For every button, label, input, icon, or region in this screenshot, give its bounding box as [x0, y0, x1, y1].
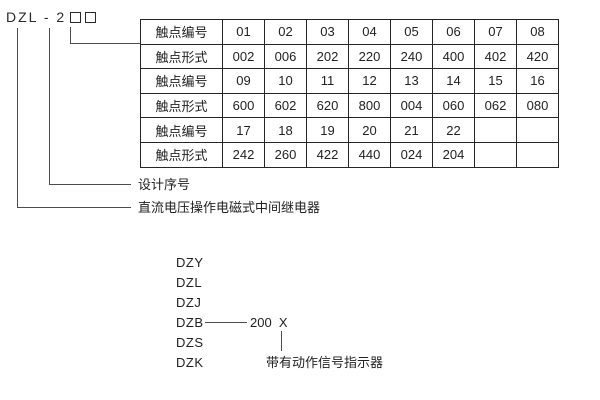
indicator-note-label: 带有动作信号指示器 — [266, 355, 384, 370]
series-code-dzs: DZS — [176, 335, 204, 350]
table-cell: 422 — [306, 141, 349, 168]
series-code-dzk: DZK — [176, 355, 204, 370]
table-cell: 202 — [306, 43, 349, 70]
row-header: 触点形式 — [140, 141, 223, 168]
model-digit-box-1 — [70, 11, 82, 23]
table-cell — [516, 117, 559, 143]
table-cell: 01 — [222, 19, 265, 45]
table-cell: 800 — [348, 92, 391, 119]
connector-line-serial-horizontal — [49, 184, 131, 185]
table-cell: 06 — [432, 19, 475, 45]
table-cell: 07 — [474, 19, 517, 45]
table-cell: 21 — [390, 117, 433, 143]
table-cell: 402 — [474, 43, 517, 70]
model-code-text: DZL - 2 — [6, 9, 67, 25]
table-cell: 440 — [348, 141, 391, 168]
table-cell: 11 — [306, 68, 349, 94]
table-cell: 060 — [432, 92, 475, 119]
table-cell: 02 — [264, 19, 307, 45]
table-cell: 19 — [306, 117, 349, 143]
series-code-dzy: DZY — [176, 255, 204, 270]
indicator-connector-line — [281, 331, 282, 351]
table-cell — [516, 141, 559, 168]
connector-line-relay-horizontal — [17, 207, 131, 208]
table-row: 触点形式 002 006 202 220 240 400 402 420 — [140, 43, 559, 70]
series-code-list: DZY DZL DZJ DZB DZS DZK — [176, 253, 204, 373]
table-cell: 09 — [222, 68, 265, 94]
relay-description-label: 直流电压操作电磁式中间继电器 — [138, 200, 321, 215]
dzb-suffix-line — [205, 322, 247, 323]
table-cell: 12 — [348, 68, 391, 94]
table-cell: 08 — [516, 19, 559, 45]
table-cell — [474, 117, 517, 143]
table-row: 触点编号 17 18 19 20 21 22 — [140, 117, 559, 143]
table-cell: 004 — [390, 92, 433, 119]
table-cell: 03 — [306, 19, 349, 45]
table-row: 触点形式 242 260 422 440 024 204 — [140, 141, 559, 168]
series-code-dzb: DZB — [176, 315, 204, 330]
table-cell — [474, 141, 517, 168]
row-header: 触点编号 — [140, 117, 223, 143]
connector-line-table-vertical — [70, 27, 71, 44]
table-cell: 17 — [222, 117, 265, 143]
table-cell: 14 — [432, 68, 475, 94]
table-cell: 400 — [432, 43, 475, 70]
table-cell: 16 — [516, 68, 559, 94]
model-code: DZL - 2 — [6, 9, 97, 25]
table-cell: 080 — [516, 92, 559, 119]
table-cell: 002 — [222, 43, 265, 70]
table-cell: 620 — [306, 92, 349, 119]
table-cell: 15 — [474, 68, 517, 94]
table-cell: 024 — [390, 141, 433, 168]
table-cell: 22 — [432, 117, 475, 143]
table-cell: 204 — [432, 141, 475, 168]
table-cell: 062 — [474, 92, 517, 119]
table-cell: 20 — [348, 117, 391, 143]
row-header: 触点编号 — [140, 68, 223, 94]
series-code-dzl: DZL — [176, 275, 203, 290]
table-cell: 006 — [264, 43, 307, 70]
model-digit-box-2 — [85, 11, 97, 23]
table-cell: 18 — [264, 117, 307, 143]
connector-line-serial-vertical — [49, 28, 50, 185]
table-cell: 420 — [516, 43, 559, 70]
table-row: 触点形式 600 602 620 800 004 060 062 080 — [140, 92, 559, 119]
table-cell: 602 — [264, 92, 307, 119]
table-cell: 242 — [222, 141, 265, 168]
row-header: 触点编号 — [140, 19, 223, 45]
table-row: 触点编号 09 10 11 12 13 14 15 16 — [140, 68, 559, 94]
table-cell: 600 — [222, 92, 265, 119]
table-row: 触点编号 01 02 03 04 05 06 07 08 — [140, 19, 559, 45]
table-cell: 10 — [264, 68, 307, 94]
row-header: 触点形式 — [140, 92, 223, 119]
table-cell: 04 — [348, 19, 391, 45]
series-code-dzj: DZJ — [176, 295, 202, 310]
table-cell: 13 — [390, 68, 433, 94]
design-serial-label: 设计序号 — [138, 177, 191, 192]
row-header: 触点形式 — [140, 43, 223, 70]
connector-line-relay-vertical — [17, 28, 18, 208]
table-cell: 260 — [264, 141, 307, 168]
contact-code-table: 触点编号 01 02 03 04 05 06 07 08 触点形式 002 00… — [140, 19, 559, 168]
connector-line-table-horizontal — [70, 43, 140, 44]
dzb-suffix-text: 200 X — [250, 315, 288, 330]
table-cell: 05 — [390, 19, 433, 45]
table-cell: 240 — [390, 43, 433, 70]
table-cell: 220 — [348, 43, 391, 70]
